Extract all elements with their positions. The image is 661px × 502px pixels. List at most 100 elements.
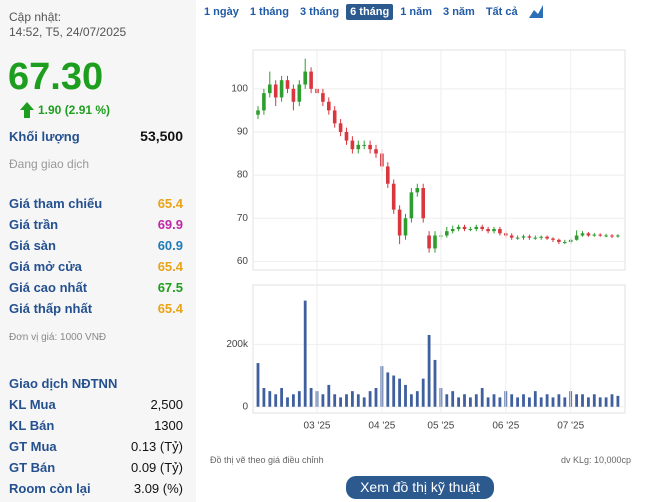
unit-note: Đơn vị giá: 1000 VNĐ xyxy=(9,332,107,343)
volume-bar xyxy=(292,394,295,407)
range-tab[interactable]: 3 tháng xyxy=(299,6,340,18)
candle-body xyxy=(598,234,602,236)
volume-value: 53,500 xyxy=(140,128,183,144)
candle-body xyxy=(327,101,331,111)
foreign-row-value: 0.09 (Tỷ) xyxy=(130,460,183,475)
volume-bar xyxy=(616,395,620,407)
candle-body xyxy=(374,149,378,154)
candle-body xyxy=(350,140,355,150)
candle-body xyxy=(557,239,561,242)
candle-body xyxy=(332,110,337,124)
candle-body xyxy=(403,218,408,236)
y-tick-label: 200k xyxy=(226,339,249,350)
volume-bar xyxy=(533,391,537,407)
volume-bar xyxy=(604,397,608,407)
candle-body xyxy=(574,235,579,240)
range-tab[interactable]: Tất cả xyxy=(485,6,518,18)
price-row-label: Giá thấp nhất xyxy=(9,301,93,316)
candle-body xyxy=(309,71,313,89)
price-row-value: 67.5 xyxy=(157,280,183,295)
volume-bar xyxy=(592,394,596,407)
candle-body xyxy=(586,233,591,236)
price-row-value: 65.4 xyxy=(157,196,183,211)
candle-body xyxy=(427,235,431,249)
volume-bar xyxy=(498,397,502,407)
range-tab[interactable]: 6 tháng xyxy=(346,4,394,20)
volume-bar xyxy=(256,363,260,407)
candle-body xyxy=(409,192,414,219)
charts: 60 70 80 90 100 0 200k 03 '25 04 '25 05 '25 06 '25… xyxy=(226,49,626,432)
status: Đang giao dịch xyxy=(9,157,90,171)
foreign-row-value: 2,500 xyxy=(150,397,183,412)
volume-bar xyxy=(557,394,561,407)
price-row-value: 60.9 xyxy=(157,238,183,253)
volume-bar xyxy=(368,391,372,407)
volume-bar xyxy=(463,394,466,407)
volume-bar xyxy=(356,394,360,407)
candle-body xyxy=(391,183,396,210)
x-tick-label: 03 '25 xyxy=(304,421,331,432)
volume-bar xyxy=(610,394,614,407)
candle-body xyxy=(279,80,284,98)
candle-body xyxy=(268,84,272,94)
volume-bar xyxy=(545,394,549,407)
candle-body xyxy=(285,80,290,89)
candle-body xyxy=(273,84,278,98)
volume-bar xyxy=(516,397,519,407)
candle-body xyxy=(580,233,585,236)
volume-bar xyxy=(445,394,449,407)
volume-bar xyxy=(510,394,514,407)
y-tick-label: 100 xyxy=(231,83,248,94)
candle-body xyxy=(338,123,343,132)
candle-body xyxy=(456,226,461,230)
range-tab[interactable]: 1 ngày xyxy=(204,6,239,18)
range-tab[interactable]: 3 năm xyxy=(443,6,475,18)
volume-bar xyxy=(421,378,425,407)
up-arrow xyxy=(20,102,34,118)
volume-bar xyxy=(587,397,590,407)
volume-bar xyxy=(404,384,407,407)
volume-bar xyxy=(486,397,490,407)
volume-bar xyxy=(581,394,584,407)
volume-bar xyxy=(333,394,337,407)
volume-label: Khối lượng xyxy=(9,129,80,144)
volume-bar xyxy=(339,397,342,407)
candle-body xyxy=(362,144,366,146)
candle-body xyxy=(321,93,325,102)
price-row-label: Giá sàn xyxy=(9,238,56,253)
candle-body xyxy=(344,131,349,141)
chart-type-icon[interactable] xyxy=(528,3,544,19)
candle-body xyxy=(551,238,555,240)
candle-body xyxy=(527,236,532,238)
volume-bar xyxy=(575,394,578,407)
foreign-row-label: GT Mua xyxy=(9,439,57,454)
plot-frame xyxy=(252,284,626,414)
candle-body xyxy=(415,188,420,193)
technical-chart-button[interactable]: Xem đồ thị kỹ thuật xyxy=(346,476,494,499)
price-row-label: Giá tham chiếu xyxy=(9,196,103,211)
volume-bar xyxy=(480,388,484,407)
range-tab[interactable]: 1 năm xyxy=(400,6,433,18)
volume-bar xyxy=(528,397,531,407)
range-tabs: 1 ngày 1 tháng 3 tháng 6 tháng 1 năm 3 năm Tất… xyxy=(200,4,522,20)
y-tick-label: 0 xyxy=(242,401,248,412)
candle-body xyxy=(604,235,608,237)
y-tick-label: 80 xyxy=(237,170,249,181)
candle-body xyxy=(303,71,307,85)
candle-body xyxy=(421,188,425,219)
adjusted-note: Đồ thị vẽ theo giá điều chỉnh xyxy=(210,455,324,465)
volume-bar xyxy=(539,397,543,407)
price-row-label: Giá trần xyxy=(9,217,59,232)
plot-frame xyxy=(252,49,626,271)
x-tick-label: 06 '25 xyxy=(492,421,519,432)
candle-body xyxy=(256,110,260,115)
volume-bar xyxy=(321,394,325,407)
foreign-row-label: KL Mua xyxy=(9,397,56,412)
range-tab[interactable]: 1 tháng xyxy=(249,6,289,18)
price-row-label: Giá cao nhất xyxy=(9,280,88,295)
volume-bar xyxy=(469,397,472,407)
candle-body xyxy=(545,236,549,239)
volume-bar xyxy=(415,391,419,407)
candle-body xyxy=(492,229,496,232)
